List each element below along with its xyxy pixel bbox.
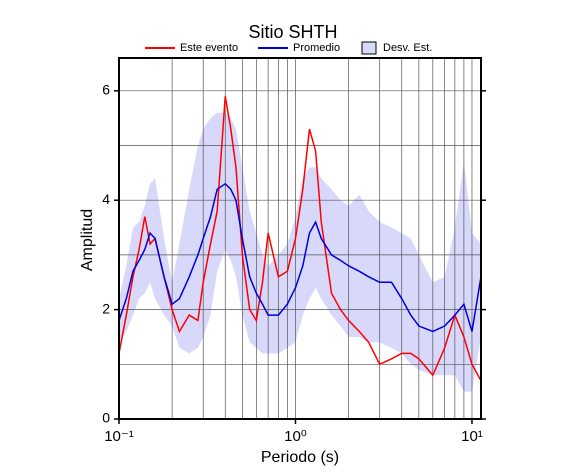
x-axis-label: Periodo (s) bbox=[261, 449, 339, 466]
y-tick-label: 4 bbox=[102, 191, 110, 207]
plot-frame bbox=[118, 57, 482, 420]
std-band bbox=[119, 112, 481, 392]
y-tick-label: 2 bbox=[102, 300, 110, 316]
legend-label: Este evento bbox=[180, 42, 238, 54]
series-line bbox=[118, 96, 482, 382]
chart-title: Sitio SHTH bbox=[248, 22, 337, 42]
legend-label: Desv. Est. bbox=[383, 42, 432, 54]
series-line bbox=[118, 182, 482, 333]
x-tick-label: 10⁻¹ bbox=[104, 428, 134, 445]
x-tick-label: 10¹ bbox=[461, 428, 483, 445]
legend-label: Promedio bbox=[293, 42, 340, 54]
x-tick-label: 10⁰ bbox=[284, 428, 307, 445]
legend-swatch bbox=[361, 41, 377, 55]
y-tick-label: 6 bbox=[102, 82, 110, 98]
y-axis-label: Amplitud bbox=[79, 209, 96, 271]
y-tick-label: 0 bbox=[102, 410, 110, 426]
